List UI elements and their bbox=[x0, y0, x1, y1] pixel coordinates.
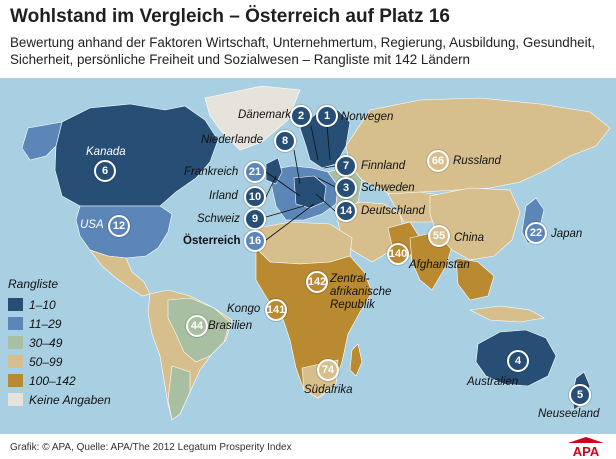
rank-badge-afghanistan: 140 bbox=[387, 243, 409, 265]
source-credit: Grafik: © APA, Quelle: APA/The 2012 Lega… bbox=[10, 442, 292, 453]
rank-badge-irland: 10 bbox=[244, 186, 266, 208]
legend-swatch bbox=[8, 355, 23, 368]
label-zentralafrika-line-2: afrikanische bbox=[330, 286, 392, 298]
rank-badge-china: 55 bbox=[428, 225, 450, 247]
chile-argentina bbox=[167, 365, 191, 421]
legend-item: 50–99 bbox=[8, 352, 128, 371]
label-frankreich: Frankreich bbox=[184, 166, 239, 178]
madagascar bbox=[349, 343, 363, 377]
alaska bbox=[21, 121, 63, 161]
rank-badge-oesterreich: 16 bbox=[244, 230, 266, 252]
apa-logo-text: APA bbox=[573, 444, 600, 457]
legend-title: Rangliste bbox=[8, 277, 59, 291]
greenland bbox=[204, 85, 301, 151]
rank-badge-schweden: 3 bbox=[335, 177, 357, 199]
label-niederlande: Niederlande bbox=[201, 134, 264, 146]
rank-badge-schweiz: 9 bbox=[244, 208, 266, 230]
rank-badge-kongo: 141 bbox=[265, 299, 287, 321]
legend-swatch bbox=[8, 374, 23, 387]
russia-shape bbox=[345, 97, 611, 195]
rank-badge-usa: 12 bbox=[108, 215, 130, 237]
rank-badge-zentralafrika: 142 bbox=[306, 271, 328, 293]
label-kanada: Kanada bbox=[86, 146, 126, 158]
indonesia bbox=[468, 305, 545, 323]
legend-label: 30–49 bbox=[29, 335, 63, 350]
apa-logo: APA bbox=[568, 437, 604, 457]
rank-badge-norwegen: 1 bbox=[316, 105, 338, 127]
label-finnland: Finnland bbox=[361, 160, 406, 172]
legend-swatch bbox=[8, 393, 23, 406]
rank-badge-kanada: 6 bbox=[94, 160, 116, 182]
label-suedafrika: Südafrika bbox=[304, 384, 353, 396]
rank-badge-australien: 4 bbox=[507, 350, 529, 372]
legend-item: 11–29 bbox=[8, 314, 128, 333]
legend-item: 30–49 bbox=[8, 333, 128, 352]
north-africa bbox=[255, 221, 353, 265]
label-irland: Irland bbox=[209, 190, 238, 202]
leader-lines bbox=[265, 125, 336, 241]
label-kongo: Kongo bbox=[227, 303, 261, 315]
rank-badge-niederlande: 8 bbox=[274, 130, 296, 152]
subtitle-line-1: Bewertung anhand der Faktoren Wirtschaft… bbox=[10, 35, 596, 50]
label-afghanistan: Afghanistan bbox=[409, 259, 470, 271]
legend-label: 1–10 bbox=[29, 297, 56, 312]
legend-label: Keine Angaben bbox=[29, 392, 111, 407]
label-usa: USA bbox=[80, 219, 104, 231]
page-title: Wohlstand im Vergleich – Österreich auf … bbox=[10, 6, 450, 27]
label-schweden: Schweden bbox=[361, 182, 415, 194]
rank-badge-russland: 66 bbox=[427, 150, 449, 172]
subtitle-line-2: Sicherheit, persönliche Freiheit und Soz… bbox=[10, 52, 471, 67]
europe-core bbox=[293, 175, 327, 209]
world-map bbox=[21, 85, 611, 421]
label-deutschland: Deutschland bbox=[361, 205, 425, 217]
legend-swatch bbox=[8, 298, 23, 311]
label-neuseeland: Neuseeland bbox=[538, 408, 600, 420]
label-norwegen: Norwegen bbox=[341, 111, 394, 123]
rank-badge-daenemark: 2 bbox=[290, 105, 312, 127]
label-china: China bbox=[454, 232, 485, 244]
southeast-asia bbox=[455, 257, 495, 301]
legend-swatch bbox=[8, 317, 23, 330]
rank-badge-suedafrika: 74 bbox=[317, 359, 339, 381]
header: Wohlstand im Vergleich – Österreich auf … bbox=[0, 0, 616, 78]
rank-badge-finnland: 7 bbox=[335, 155, 357, 177]
legend-label: 50–99 bbox=[29, 354, 63, 369]
legend-swatch bbox=[8, 336, 23, 349]
label-japan: Japan bbox=[551, 228, 583, 240]
rank-badge-deutschland: 14 bbox=[335, 200, 357, 222]
rank-badge-neuseeland: 5 bbox=[569, 384, 591, 406]
rank-badge-frankreich: 21 bbox=[244, 161, 266, 183]
label-zentralafrika-line-3: Republik bbox=[330, 299, 375, 311]
canada-shape bbox=[54, 103, 219, 207]
legend-item: 1–10 bbox=[8, 295, 128, 314]
label-australien: Australien bbox=[467, 376, 519, 388]
rank-badge-japan: 22 bbox=[525, 222, 547, 244]
legend-label: 100–142 bbox=[29, 373, 76, 388]
label-zentralafrika: Zentral- afrikanische Republik bbox=[330, 273, 391, 312]
legend-item: Keine Angaben bbox=[8, 390, 128, 409]
label-schweiz: Schweiz bbox=[197, 213, 240, 225]
subtitle: Bewertung anhand der Faktoren Wirtschaft… bbox=[10, 34, 610, 68]
rank-badge-brasilien: 44 bbox=[186, 315, 208, 337]
footer: Grafik: © APA, Quelle: APA/The 2012 Lega… bbox=[0, 434, 616, 459]
label-brasilien: Brasilien bbox=[208, 320, 253, 332]
label-russland: Russland bbox=[453, 155, 501, 167]
label-zentralafrika-line-1: Zentral- bbox=[330, 273, 370, 285]
label-daenemark: Dänemark bbox=[238, 109, 292, 121]
legend-item: 100–142 bbox=[8, 371, 128, 390]
legend: Rangliste 1–10 11–29 30–49 50–99 100–142… bbox=[8, 277, 128, 409]
label-oesterreich: Österreich bbox=[183, 235, 241, 247]
uk-ireland bbox=[265, 157, 283, 185]
legend-label: 11–29 bbox=[29, 316, 62, 331]
